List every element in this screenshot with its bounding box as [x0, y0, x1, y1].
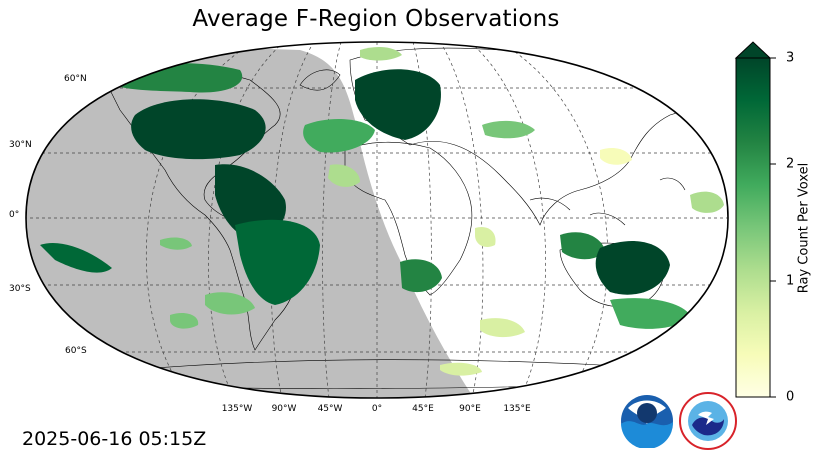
lat-label-60n: 60°N [64, 74, 87, 84]
data-patch [235, 219, 320, 305]
lon-label-135e: 135°E [503, 404, 531, 414]
data-patch [595, 241, 670, 295]
data-patch [131, 99, 266, 160]
data-patch [600, 148, 632, 165]
lat-label-60s: 60°S [65, 346, 87, 356]
colorbar-label: Ray Count Per Voxel [796, 162, 812, 294]
lon-label-90w: 90°W [271, 404, 297, 414]
noaa-logo [621, 395, 674, 448]
data-patch [40, 242, 112, 273]
data-patch [482, 120, 535, 139]
lon-label-45e: 45°E [412, 404, 434, 414]
data-patch [160, 237, 192, 250]
lon-label-0: 0° [371, 404, 383, 414]
timestamp: 2025-06-16 05:15Z [22, 428, 207, 450]
colorbar [734, 41, 776, 398]
data-patch [610, 298, 690, 329]
lon-label-45w: 45°W [317, 404, 343, 414]
data-patch [690, 191, 724, 213]
lat-label-30n: 30°N [9, 140, 32, 150]
data-patch [205, 292, 255, 315]
colorbar-tick-label: 0 [786, 389, 795, 405]
map-boundary [25, 41, 729, 399]
lon-label-135w: 135°W [221, 404, 253, 414]
data-patch [400, 259, 442, 293]
lon-label-90e: 90°E [459, 404, 481, 414]
data-patch [440, 362, 482, 376]
colorbar-tick-label: 3 [786, 50, 795, 66]
data-patch [480, 318, 525, 338]
lat-label-30s: 30°S [9, 284, 31, 294]
nws-logo [679, 392, 737, 450]
data-patch [170, 313, 199, 329]
data-patch [475, 226, 496, 247]
data-patch [303, 118, 375, 153]
colorbar-tick-label: 1 [786, 273, 795, 289]
colorbar-extend-arrow [734, 41, 772, 59]
data-patch [355, 69, 441, 140]
colorbar-ticks [770, 57, 776, 398]
lat-label-0: 0° [9, 210, 20, 220]
data-patch [328, 164, 360, 187]
map-title: Average F-Region Observations [192, 6, 560, 32]
colorbar-tick-label: 2 [786, 156, 795, 172]
data-patch [360, 47, 402, 61]
colorbar-gradient [735, 57, 771, 398]
data-patch [560, 232, 605, 260]
